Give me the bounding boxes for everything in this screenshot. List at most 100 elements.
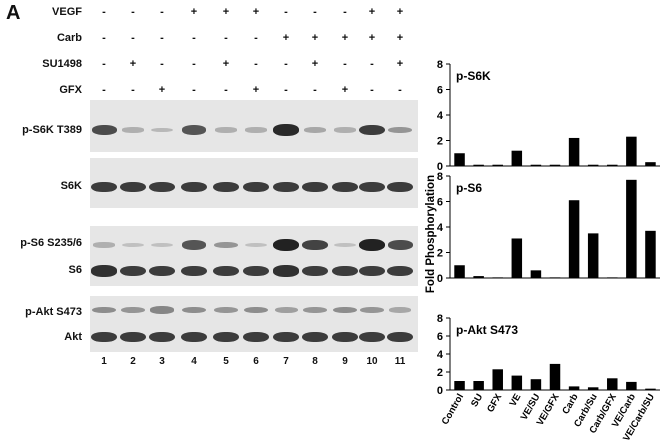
bar	[511, 150, 523, 166]
lane-number: 2	[130, 356, 136, 367]
condition-sign: +	[129, 58, 137, 70]
lane-number: 9	[342, 356, 348, 367]
blot-band	[388, 126, 412, 134]
blot-strip	[90, 158, 418, 208]
blot-band	[120, 331, 146, 343]
blot-band	[91, 181, 117, 193]
blot-band	[244, 306, 268, 314]
condition-sign: -	[224, 32, 228, 44]
bar	[473, 276, 484, 278]
blot-band	[387, 240, 413, 250]
bar	[607, 378, 618, 390]
blot-strip	[90, 296, 418, 324]
blot-band	[121, 306, 145, 314]
lane-number: 8	[312, 356, 318, 367]
condition-sign: -	[102, 6, 106, 18]
y-tick-label: 0	[437, 161, 443, 173]
blot-band	[244, 242, 268, 248]
blot-band	[149, 331, 175, 343]
lane-number: 1	[101, 356, 107, 367]
x-tick-label: SU	[469, 392, 485, 409]
bar	[511, 375, 523, 390]
bar	[587, 387, 599, 390]
bar	[626, 179, 637, 278]
bar	[607, 277, 618, 279]
condition-sign: +	[341, 84, 349, 96]
bar	[587, 233, 599, 278]
blot-band	[213, 331, 239, 343]
y-tick-label: 2	[437, 367, 443, 379]
panel-letter: A	[6, 2, 21, 24]
blot-band	[360, 306, 384, 314]
condition-sign: -	[284, 84, 288, 96]
x-tick-label: VE	[508, 392, 524, 408]
y-tick-label: 4	[437, 222, 444, 234]
condition-sign: -	[102, 58, 106, 70]
blot-band	[333, 242, 357, 248]
blot-band	[302, 331, 328, 343]
bar	[645, 388, 656, 390]
bar	[454, 381, 465, 390]
condition-sign: +	[311, 58, 319, 70]
condition-sign: -	[284, 58, 288, 70]
bar	[454, 265, 465, 278]
bar	[492, 164, 503, 166]
y-tick-label: 8	[437, 171, 443, 183]
condition-sign: -	[160, 6, 164, 18]
blot-band	[150, 242, 174, 248]
condition-sign: +	[396, 32, 404, 44]
bar	[568, 386, 580, 390]
lane-number: 7	[283, 356, 289, 367]
blot-band	[359, 124, 385, 136]
blot-row-label: S6K	[60, 180, 82, 192]
bar	[492, 277, 503, 279]
blot-band	[388, 307, 412, 313]
bar	[607, 164, 618, 166]
blot-band	[181, 240, 207, 250]
y-tick-label: 6	[437, 85, 443, 97]
chart-panel-title: p-Akt S473	[456, 323, 518, 337]
blot-band	[213, 265, 239, 277]
condition-sign: -	[224, 84, 228, 96]
blot-row-label: Akt	[64, 331, 82, 343]
condition-sign: +	[252, 84, 260, 96]
condition-sign: +	[282, 32, 290, 44]
blot-band	[150, 127, 174, 133]
condition-sign: -	[343, 6, 347, 18]
lane-number: 4	[191, 356, 197, 367]
condition-sign: -	[102, 32, 106, 44]
condition-sign: -	[370, 84, 374, 96]
blot-band	[181, 125, 207, 135]
blot-band	[302, 181, 328, 193]
bar	[626, 381, 637, 390]
blot-band	[332, 265, 358, 277]
lane-number: 5	[223, 356, 229, 367]
blot-band	[243, 265, 269, 277]
blot-band	[333, 306, 357, 314]
blot-band	[274, 307, 298, 313]
blot-band	[214, 127, 238, 133]
bar	[473, 381, 484, 390]
blot-band	[91, 125, 117, 135]
y-tick-label: 4	[437, 349, 444, 361]
lane-number: 11	[394, 356, 406, 367]
blot-band	[359, 239, 385, 251]
blot-strip	[90, 322, 418, 352]
y-tick-label: 6	[437, 331, 443, 343]
blot-band	[302, 239, 328, 251]
bar	[549, 363, 561, 390]
condition-sign: -	[254, 32, 258, 44]
bar	[530, 379, 542, 390]
condition-sign: -	[284, 6, 288, 18]
blot-row-label: p-S6K T389	[22, 124, 82, 136]
bar	[454, 153, 465, 166]
blot-band	[332, 331, 358, 343]
blot-row-label: p-Akt S473	[25, 306, 82, 318]
condition-sign: +	[368, 6, 376, 18]
bar	[645, 162, 656, 166]
condition-sign: +	[190, 6, 198, 18]
blot-band	[273, 265, 299, 277]
blot-band	[243, 181, 269, 193]
condition-sign: -	[192, 58, 196, 70]
blot-band	[273, 181, 299, 193]
